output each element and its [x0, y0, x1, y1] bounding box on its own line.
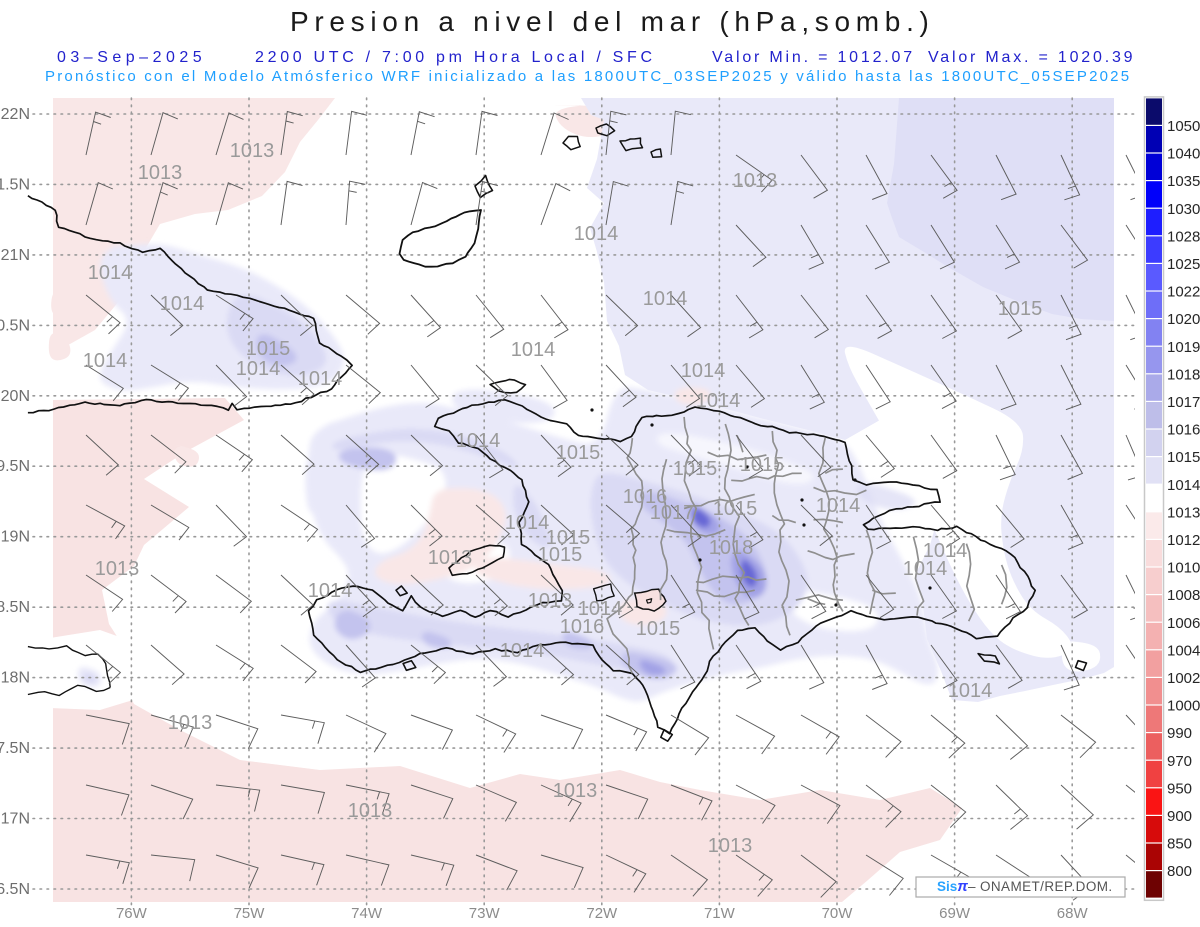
svg-text:Sisπ– ONAMET/REP.DOM.: Sisπ– ONAMET/REP.DOM.: [937, 878, 1113, 895]
svg-text:1030: 1030: [1167, 201, 1200, 218]
svg-text:1014: 1014: [308, 580, 353, 602]
svg-text:1014: 1014: [574, 223, 619, 245]
svg-text:03–Sep–2025: 03–Sep–2025: [57, 49, 206, 66]
svg-text:850: 850: [1167, 836, 1192, 853]
svg-text:1014: 1014: [816, 495, 861, 517]
svg-text:1014: 1014: [643, 288, 688, 310]
svg-text:1040: 1040: [1167, 146, 1200, 163]
svg-text:1015: 1015: [636, 618, 681, 640]
svg-text:17.5N: 17.5N: [0, 740, 30, 757]
svg-text:18.5N: 18.5N: [0, 599, 30, 616]
svg-text:19N: 19N: [1, 529, 30, 546]
svg-text:1014: 1014: [88, 262, 133, 284]
svg-text:1017: 1017: [650, 502, 695, 524]
svg-text:1014: 1014: [500, 640, 545, 662]
svg-text:1015: 1015: [713, 498, 758, 520]
svg-text:1013: 1013: [733, 170, 778, 192]
svg-text:1013: 1013: [428, 547, 473, 569]
svg-text:1018: 1018: [1167, 366, 1200, 383]
svg-text:950: 950: [1167, 780, 1192, 797]
svg-text:Valor Min. = 1012.07: Valor Min. = 1012.07: [712, 49, 915, 66]
svg-text:1015: 1015: [246, 338, 291, 360]
svg-text:1019: 1019: [1167, 339, 1200, 356]
svg-text:1015: 1015: [538, 544, 583, 566]
svg-text:900: 900: [1167, 808, 1192, 825]
svg-text:1013: 1013: [95, 558, 140, 580]
svg-text:1015: 1015: [740, 454, 785, 476]
svg-text:1020: 1020: [1167, 311, 1200, 328]
svg-text:1006: 1006: [1167, 615, 1200, 632]
svg-text:22N: 22N: [1, 106, 30, 123]
svg-text:20.5N: 20.5N: [0, 317, 30, 334]
svg-text:72W: 72W: [586, 905, 618, 922]
svg-text:71W: 71W: [704, 905, 736, 922]
svg-text:73W: 73W: [469, 905, 501, 922]
svg-text:1018: 1018: [709, 537, 754, 559]
svg-text:1002: 1002: [1167, 670, 1200, 687]
svg-text:1015: 1015: [1167, 449, 1200, 466]
svg-text:75W: 75W: [234, 905, 266, 922]
svg-text:1035: 1035: [1167, 173, 1200, 190]
svg-text:16.5N: 16.5N: [0, 881, 30, 898]
svg-text:68W: 68W: [1057, 905, 1089, 922]
svg-text:1014: 1014: [923, 540, 968, 562]
svg-text:Valor Max. = 1020.39: Valor Max. = 1020.39: [928, 49, 1135, 66]
svg-text:20N: 20N: [1, 388, 30, 405]
svg-text:Pronóstico con el Modelo Atmós: Pronóstico con el Modelo Atmósferico WRF…: [45, 68, 1131, 85]
svg-text:19.5N: 19.5N: [0, 458, 30, 475]
svg-text:1013: 1013: [230, 140, 275, 162]
svg-text:1013: 1013: [553, 780, 598, 802]
svg-text:1014: 1014: [903, 558, 948, 580]
svg-text:1014: 1014: [1167, 477, 1200, 494]
svg-text:2200 UTC / 7:00 pm Hora Local: 2200 UTC / 7:00 pm Hora Local / SFC: [255, 49, 656, 66]
svg-text:1014: 1014: [578, 598, 623, 620]
svg-text:990: 990: [1167, 725, 1192, 742]
svg-text:1014: 1014: [236, 358, 281, 380]
svg-text:1015: 1015: [998, 298, 1043, 320]
svg-text:1015: 1015: [546, 527, 591, 549]
svg-text:1014: 1014: [160, 293, 205, 315]
svg-text:76W: 76W: [116, 905, 148, 922]
svg-text:1008: 1008: [1167, 587, 1200, 604]
svg-text:1014: 1014: [505, 512, 550, 534]
svg-text:1016: 1016: [560, 616, 605, 638]
svg-text:1015: 1015: [673, 458, 718, 480]
svg-text:1013: 1013: [1167, 504, 1200, 521]
svg-text:1016: 1016: [623, 486, 668, 508]
svg-text:1004: 1004: [1167, 642, 1200, 659]
svg-text:1013: 1013: [138, 162, 183, 184]
svg-text:1013: 1013: [708, 835, 753, 857]
svg-text:21N: 21N: [1, 247, 30, 264]
svg-text:1000: 1000: [1167, 698, 1200, 715]
svg-text:1025: 1025: [1167, 256, 1200, 273]
svg-text:970: 970: [1167, 753, 1192, 770]
svg-text:800: 800: [1167, 863, 1192, 880]
svg-text:18N: 18N: [1, 670, 30, 687]
svg-text:1016: 1016: [1167, 422, 1200, 439]
svg-text:70W: 70W: [822, 905, 854, 922]
svg-text:1014: 1014: [948, 680, 993, 702]
svg-text:1015: 1015: [556, 442, 601, 464]
svg-text:1014: 1014: [511, 339, 556, 361]
svg-text:1017: 1017: [1167, 394, 1200, 411]
svg-text:1013: 1013: [528, 590, 573, 612]
svg-text:Presion a nivel del mar (hPa,s: Presion a nivel del mar (hPa,somb.): [290, 6, 935, 37]
svg-text:1010: 1010: [1167, 560, 1200, 577]
svg-text:74W: 74W: [351, 905, 383, 922]
svg-text:1050: 1050: [1167, 118, 1200, 135]
svg-text:1014: 1014: [696, 390, 741, 412]
svg-text:17N: 17N: [1, 811, 30, 828]
svg-text:1014: 1014: [456, 430, 501, 452]
svg-text:1028: 1028: [1167, 228, 1200, 245]
svg-text:69W: 69W: [939, 905, 971, 922]
svg-text:1012: 1012: [1167, 532, 1200, 549]
svg-text:1013: 1013: [348, 800, 393, 822]
svg-text:1022: 1022: [1167, 284, 1200, 301]
svg-text:1014: 1014: [681, 360, 726, 382]
svg-text:21.5N: 21.5N: [0, 176, 30, 193]
svg-text:1014: 1014: [83, 350, 128, 372]
svg-text:1013: 1013: [168, 712, 213, 734]
svg-text:1014: 1014: [298, 368, 343, 390]
